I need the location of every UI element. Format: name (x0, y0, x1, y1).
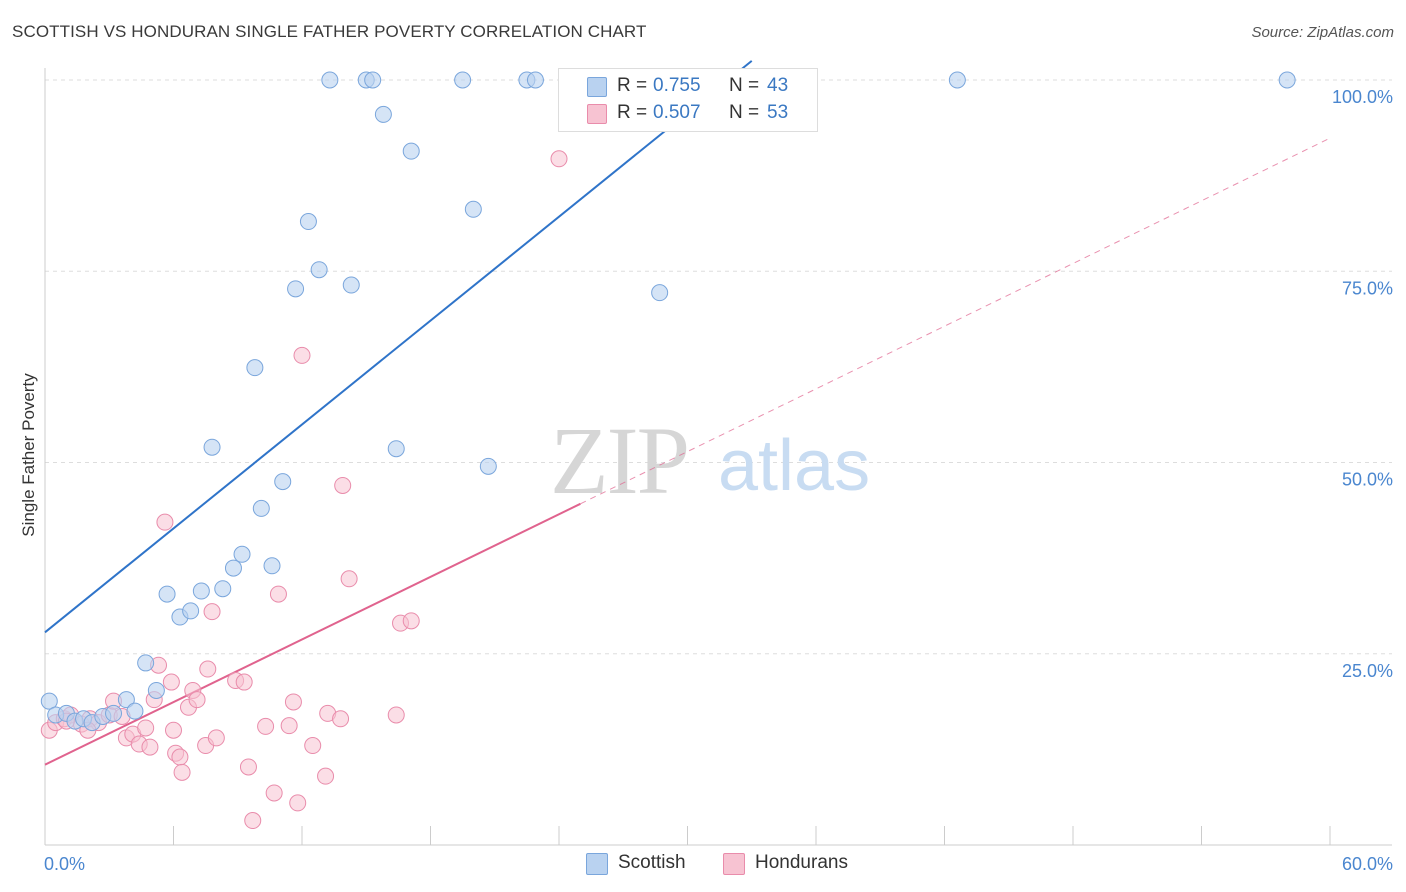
honduran-point (340, 570, 358, 588)
legend-label-hondurans: Hondurans (755, 852, 848, 873)
n-label: N = (729, 75, 760, 96)
honduran-point (188, 691, 206, 709)
r-label: R = (617, 75, 648, 96)
scottish-point (464, 200, 482, 218)
scottish-point (454, 71, 472, 89)
chart-title: SCOTTISH VS HONDURAN SINGLE FATHER POVER… (12, 22, 647, 41)
honduran-point (402, 612, 420, 630)
honduran-point (269, 585, 287, 603)
scottish-point (387, 440, 405, 458)
scottish-point (224, 559, 242, 577)
scottish-trend-line (44, 60, 753, 634)
scottish-point (1278, 71, 1296, 89)
honduran-point (173, 763, 191, 781)
tick-labels: 25.0% 50.0% 75.0% 100.0% 0.0% 60.0% (44, 87, 1393, 874)
honduran-point (550, 150, 568, 168)
honduran-point (162, 673, 180, 691)
y-tick-label: 25.0% (1342, 661, 1393, 681)
n-label: N = (729, 102, 760, 123)
scottish-point (147, 681, 165, 699)
watermark-zip: ZIP (550, 407, 688, 514)
axes (44, 68, 1392, 846)
honduran-point (165, 721, 182, 739)
honduran-point (317, 767, 335, 785)
scottish-point (182, 602, 200, 620)
scottish-point (105, 704, 123, 722)
honduran-trend-extension (580, 137, 1331, 505)
correlation-legend: R = 0.755 N = 43 R = 0.507 N = 53 (558, 68, 818, 132)
scottish-point (321, 71, 339, 89)
scottish-points (40, 71, 1296, 732)
x-tick-label: 60.0% (1342, 854, 1393, 874)
honduran-trend-line (44, 502, 581, 766)
scottish-point (287, 280, 305, 298)
scottish-point (158, 585, 176, 603)
scottish-point (374, 105, 392, 123)
scottish-point (263, 557, 281, 575)
scottish-point (274, 473, 292, 491)
r-value: 0.507 (653, 102, 701, 123)
scottish-point (117, 691, 135, 709)
scottish-point (40, 692, 58, 710)
scottish-swatch (587, 77, 607, 97)
scottish-point (948, 71, 966, 89)
scottish-point (214, 580, 232, 598)
honduran-point (334, 476, 352, 494)
honduran-point (304, 737, 322, 755)
r-label: R = (617, 102, 648, 123)
scottish-point (299, 213, 317, 231)
scottish-point (246, 359, 264, 377)
scottish-point (310, 261, 328, 279)
watermark-atlas: atlas (718, 426, 870, 506)
scottish-point (479, 457, 497, 475)
y-tick-label: 100.0% (1332, 87, 1393, 107)
honduran-point (171, 748, 189, 766)
honduran-points (40, 150, 568, 830)
x-tick-label: 0.0% (44, 854, 85, 874)
honduran-point (207, 729, 225, 747)
y-tick-label: 75.0% (1342, 278, 1393, 298)
honduran-point (387, 706, 405, 724)
source-credit: Source: ZipAtlas.com (1251, 24, 1394, 41)
honduran-point (203, 603, 221, 621)
scottish-point (126, 702, 144, 720)
gridlines (45, 79, 1392, 655)
scottish-point (402, 142, 420, 160)
scottish-point (651, 284, 669, 302)
scottish-point (192, 582, 210, 600)
scottish-point (364, 71, 382, 89)
legend-label-scottish: Scottish (618, 852, 686, 873)
honduran-point (284, 693, 302, 711)
honduran-point (332, 710, 350, 728)
honduran-swatch (587, 104, 607, 124)
scottish-swatch (586, 853, 608, 875)
scottish-point (252, 499, 270, 517)
scottish-point (526, 71, 544, 89)
y-axis-label: Single Father Poverty (19, 373, 38, 537)
honduran-point (156, 513, 174, 531)
honduran-point (137, 719, 155, 737)
honduran-point (239, 758, 257, 776)
honduran-point (265, 784, 283, 802)
honduran-point (293, 346, 311, 364)
honduran-point (141, 738, 159, 756)
n-value: 43 (767, 75, 789, 96)
y-tick-label: 50.0% (1342, 470, 1393, 490)
honduran-point (289, 794, 307, 812)
n-value: 53 (767, 102, 789, 123)
scottish-point (342, 276, 360, 294)
scottish-point (203, 438, 221, 456)
honduran-point (257, 717, 275, 735)
r-value: 0.755 (653, 75, 701, 96)
honduran-swatch (723, 853, 745, 875)
trend-lines (44, 60, 1331, 766)
scottish-point (137, 654, 155, 672)
honduran-point (280, 717, 298, 735)
honduran-point (235, 673, 253, 691)
honduran-point (199, 660, 217, 678)
scottish-point (233, 545, 251, 563)
honduran-point (244, 812, 262, 830)
